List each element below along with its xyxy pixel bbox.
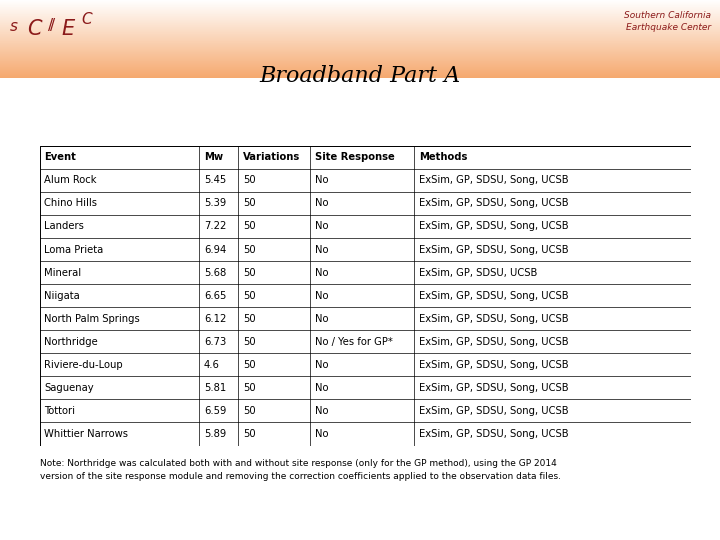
Text: $\!/\!/$: $\!/\!/$ xyxy=(47,16,57,33)
Text: Northridge: Northridge xyxy=(44,337,98,347)
Text: 5.89: 5.89 xyxy=(204,429,226,439)
Text: Methods: Methods xyxy=(419,152,467,163)
Text: No: No xyxy=(315,383,328,393)
Text: Note: Northridge was calculated both with and without site response (only for th: Note: Northridge was calculated both wit… xyxy=(40,459,561,481)
Text: Mw: Mw xyxy=(204,152,223,163)
Text: No: No xyxy=(315,360,328,370)
Text: 7.22: 7.22 xyxy=(204,221,226,232)
Text: 50: 50 xyxy=(243,268,256,278)
Text: Riviere-du-Loup: Riviere-du-Loup xyxy=(44,360,123,370)
Text: $\mathit{E}$: $\mathit{E}$ xyxy=(61,19,76,39)
Text: Broadband Part A: Broadband Part A xyxy=(259,65,461,87)
Text: 6.65: 6.65 xyxy=(204,291,226,301)
Text: ExSim, GP, SDSU, Song, UCSB: ExSim, GP, SDSU, Song, UCSB xyxy=(419,198,569,208)
Text: No: No xyxy=(315,314,328,323)
Text: North Palm Springs: North Palm Springs xyxy=(44,314,140,323)
Text: ExSim, GP, SDSU, Song, UCSB: ExSim, GP, SDSU, Song, UCSB xyxy=(419,245,569,254)
Text: ExSim, GP, SDSU, Song, UCSB: ExSim, GP, SDSU, Song, UCSB xyxy=(419,291,569,301)
Text: Site Response: Site Response xyxy=(315,152,395,163)
Text: $\mathit{s}$: $\mathit{s}$ xyxy=(9,19,18,34)
Text: Tottori: Tottori xyxy=(44,406,75,416)
Text: Whittier Narrows: Whittier Narrows xyxy=(44,429,128,439)
Text: Chino Hills: Chino Hills xyxy=(44,198,97,208)
Text: 6.59: 6.59 xyxy=(204,406,226,416)
Text: ExSim, GP, SDSU, Song, UCSB: ExSim, GP, SDSU, Song, UCSB xyxy=(419,383,569,393)
Text: 50: 50 xyxy=(243,291,256,301)
Text: No: No xyxy=(315,268,328,278)
Text: 50: 50 xyxy=(243,198,256,208)
Text: Alum Rock: Alum Rock xyxy=(44,176,96,185)
Text: 5.68: 5.68 xyxy=(204,268,226,278)
Text: 5.45: 5.45 xyxy=(204,176,226,185)
Text: 5.81: 5.81 xyxy=(204,383,226,393)
Text: Mineral: Mineral xyxy=(44,268,81,278)
Text: 50: 50 xyxy=(243,383,256,393)
Text: ExSim, GP, SDSU, Song, UCSB: ExSim, GP, SDSU, Song, UCSB xyxy=(419,176,569,185)
Text: 50: 50 xyxy=(243,360,256,370)
Text: $\mathit{C}$: $\mathit{C}$ xyxy=(27,19,43,39)
Text: Southern California
Earthquake Center: Southern California Earthquake Center xyxy=(624,11,711,32)
Text: Event: Event xyxy=(44,152,76,163)
Text: No: No xyxy=(315,291,328,301)
Text: 6.12: 6.12 xyxy=(204,314,226,323)
Text: ExSim, GP, SDSU, Song, UCSB: ExSim, GP, SDSU, Song, UCSB xyxy=(419,337,569,347)
Text: 50: 50 xyxy=(243,429,256,439)
Text: ExSim, GP, SDSU, Song, UCSB: ExSim, GP, SDSU, Song, UCSB xyxy=(419,429,569,439)
Text: 50: 50 xyxy=(243,314,256,323)
Text: ExSim, GP, SDSU, Song, UCSB: ExSim, GP, SDSU, Song, UCSB xyxy=(419,314,569,323)
Text: No: No xyxy=(315,245,328,254)
Text: 5.39: 5.39 xyxy=(204,198,226,208)
Text: Niigata: Niigata xyxy=(44,291,80,301)
Text: ExSim, GP, SDSU, Song, UCSB: ExSim, GP, SDSU, Song, UCSB xyxy=(419,360,569,370)
Text: Loma Prieta: Loma Prieta xyxy=(44,245,104,254)
Text: No: No xyxy=(315,198,328,208)
Text: 50: 50 xyxy=(243,245,256,254)
Text: No: No xyxy=(315,176,328,185)
Text: Saguenay: Saguenay xyxy=(44,383,94,393)
Text: Landers: Landers xyxy=(44,221,84,232)
Text: Variations: Variations xyxy=(243,152,300,163)
Text: No: No xyxy=(315,429,328,439)
Text: 6.94: 6.94 xyxy=(204,245,226,254)
Text: ExSim, GP, SDSU, Song, UCSB: ExSim, GP, SDSU, Song, UCSB xyxy=(419,221,569,232)
Text: $\mathit{C}$: $\mathit{C}$ xyxy=(81,11,93,27)
Text: No / Yes for GP*: No / Yes for GP* xyxy=(315,337,392,347)
Text: 50: 50 xyxy=(243,337,256,347)
Text: No: No xyxy=(315,221,328,232)
Text: 50: 50 xyxy=(243,176,256,185)
Text: ExSim, GP, SDSU, UCSB: ExSim, GP, SDSU, UCSB xyxy=(419,268,537,278)
Text: No: No xyxy=(315,406,328,416)
Text: 4.6: 4.6 xyxy=(204,360,220,370)
Text: ExSim, GP, SDSU, Song, UCSB: ExSim, GP, SDSU, Song, UCSB xyxy=(419,406,569,416)
Text: 6.73: 6.73 xyxy=(204,337,226,347)
Text: 50: 50 xyxy=(243,221,256,232)
Text: 50: 50 xyxy=(243,406,256,416)
